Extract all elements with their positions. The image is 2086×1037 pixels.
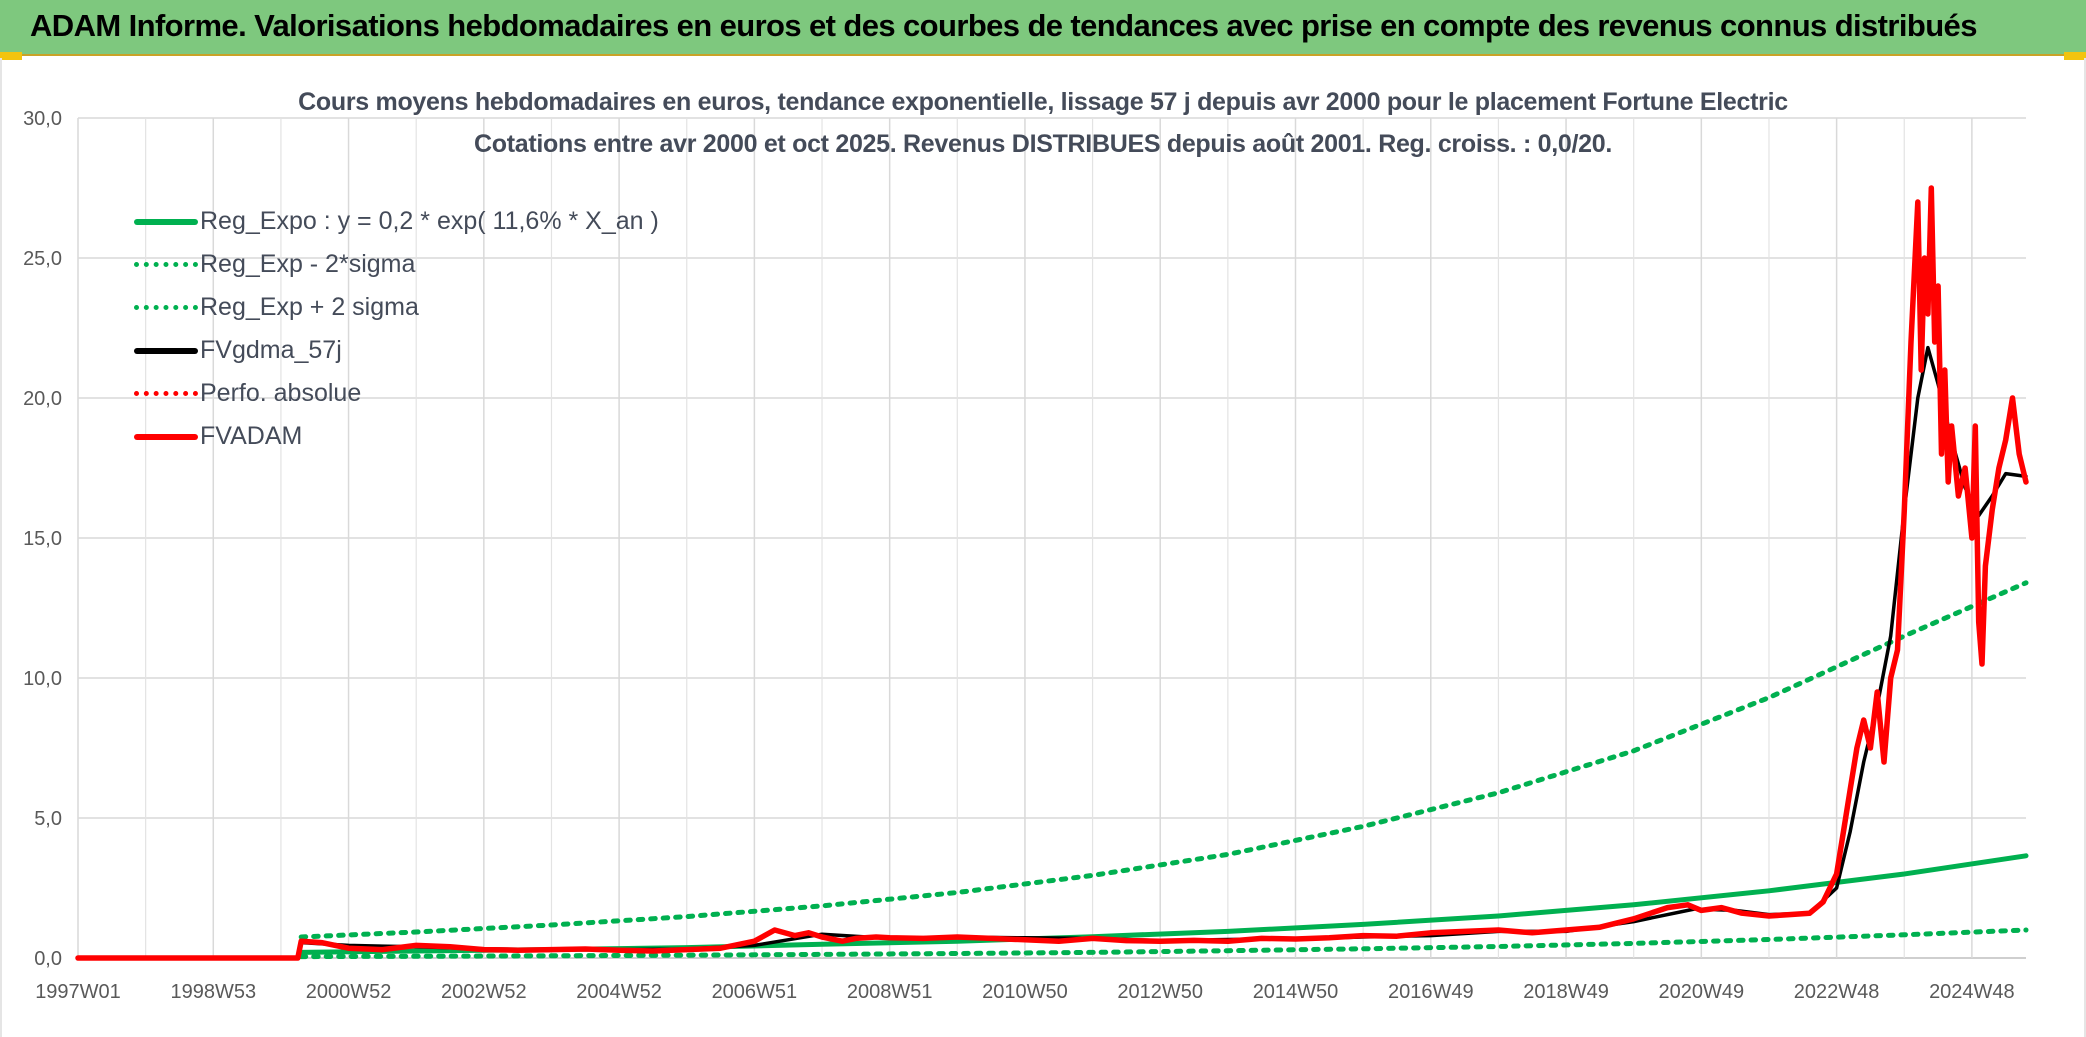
x-tick-label: 2008W51: [847, 981, 933, 1003]
legend-item: Perfo. absolue: [134, 372, 659, 415]
x-tick-label: 2016W49: [1388, 981, 1474, 1003]
legend-swatch: [134, 302, 198, 314]
x-tick-label: 2018W49: [1523, 981, 1609, 1003]
x-tick-label: 2012W50: [1117, 981, 1203, 1003]
legend-label: Reg_Exp + 2 sigma: [200, 293, 419, 321]
y-tick-label: 20,0: [23, 388, 62, 410]
legend-item: FVgdma_57j: [134, 329, 659, 372]
x-tick-label: 2002W52: [441, 981, 527, 1003]
legend-swatch: [134, 388, 198, 400]
x-tick-label: 1997W01: [35, 981, 121, 1003]
x-tick-label: 2004W52: [576, 981, 662, 1003]
legend-label: Perfo. absolue: [200, 379, 362, 407]
legend-item: Reg_Exp + 2 sigma: [134, 286, 659, 329]
legend-label: Reg_Exp - 2*sigma: [200, 250, 416, 278]
x-tick-label: 2024W48: [1929, 981, 2015, 1003]
y-tick-label: 5,0: [34, 808, 62, 830]
legend-label: FVgdma_57j: [200, 336, 342, 364]
series-line-5: [75, 185, 2029, 961]
report-banner: ADAM Informe. Valorisations hebdomadaire…: [0, 0, 2086, 56]
legend-swatch: [134, 259, 198, 271]
legend-item: Reg_Exp - 2*sigma: [134, 243, 659, 286]
y-tick-label: 15,0: [23, 528, 62, 550]
chart-legend: Reg_Expo : y = 0,2 * exp( 11,6% * X_an )…: [134, 200, 659, 458]
report-title: ADAM Informe. Valorisations hebdomadaire…: [30, 8, 1977, 43]
x-tick-label: 2006W51: [712, 981, 798, 1003]
corner-mark-right: [2064, 52, 2086, 60]
legend-item: Reg_Expo : y = 0,2 * exp( 11,6% * X_an ): [134, 200, 659, 243]
x-tick-label: 2014W50: [1253, 981, 1339, 1003]
y-tick-label: 0,0: [34, 948, 62, 970]
legend-swatch: [134, 431, 198, 443]
x-tick-label: 2020W49: [1659, 981, 1745, 1003]
chart-frame: [0, 58, 2086, 1037]
x-tick-label: 2022W48: [1794, 981, 1880, 1003]
legend-swatch: [134, 216, 198, 228]
series-line-1: [298, 927, 2029, 960]
legend-swatch: [134, 345, 198, 357]
legend-label: Reg_Expo : y = 0,2 * exp( 11,6% * X_an ): [200, 207, 659, 235]
x-tick-label: 2000W52: [306, 981, 392, 1003]
legend-label: FVADAM: [200, 422, 303, 450]
legend-item: FVADAM: [134, 415, 659, 458]
x-tick-label: 2010W50: [982, 981, 1068, 1003]
corner-mark-left: [0, 52, 22, 60]
y-tick-label: 30,0: [23, 108, 62, 130]
chart-title: Cours moyens hebdomadaires en euros, ten…: [298, 88, 1788, 116]
y-tick-label: 10,0: [23, 668, 62, 690]
x-tick-label: 1998W53: [170, 981, 256, 1003]
y-tick-label: 25,0: [23, 248, 62, 270]
series-line-2: [298, 580, 2029, 940]
chart-subtitle: Cotations entre avr 2000 et oct 2025. Re…: [473, 130, 1612, 158]
